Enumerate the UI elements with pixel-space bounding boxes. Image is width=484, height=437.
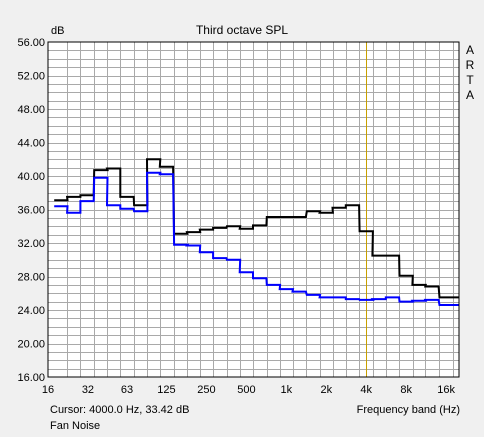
watermark-letter: A [465,88,474,102]
y-tick-label: 24.00 [17,305,45,317]
y-tick-label: 44.00 [17,138,45,150]
watermark-letter: A [465,43,474,57]
y-units-label: dB [51,25,65,37]
y-tick-label: 20.00 [17,339,45,351]
fan-noise-label: Fan Noise [50,420,101,432]
y-tick-label: 28.00 [17,272,45,284]
x-tick-label: 8k [400,384,412,396]
y-tick-label: 48.00 [17,104,45,116]
series-line-2 [54,171,459,306]
watermark-letter: R [465,58,475,72]
x-tick-label: 250 [197,384,215,396]
y-tick-label: 56.00 [17,37,45,49]
watermark-letter: T [466,73,474,87]
series-group [54,158,459,306]
y-tick-label: 32.00 [17,238,45,250]
grid [48,42,459,377]
y-tick-label: 36.00 [17,205,45,217]
y-tick-label: 16.00 [17,372,45,384]
series-line-1 [54,158,459,299]
x-tick-label: 500 [237,384,255,396]
x-tick-label: 2k [320,384,332,396]
plot-frame [47,41,460,378]
chart-title: Third octave SPL [195,23,289,37]
cursor-readout: Cursor: 4000.0 Hz, 33.42 dB [50,404,190,416]
x-tick-label: 16 [42,384,54,396]
y-tick-label: 52.00 [17,71,45,83]
x-tick-label: 16k [437,384,455,396]
y-axis: 56.00 52.00 48.00 44.00 40.00 36.00 32.00 28.00… [17,37,45,384]
x-tick-label: 125 [157,384,175,396]
x-tick-label: 32 [82,384,94,396]
y-tick-label: 40.00 [17,171,45,183]
x-tick-label: 4k [360,384,372,396]
x-tick-label: 1k [281,384,293,396]
x-tick-label: 63 [121,384,133,396]
x-axis: 16 32 63 125 250 500 1k 2k 4k 8k 16k [42,384,456,396]
x-axis-label: Frequency band (Hz) [356,404,460,416]
